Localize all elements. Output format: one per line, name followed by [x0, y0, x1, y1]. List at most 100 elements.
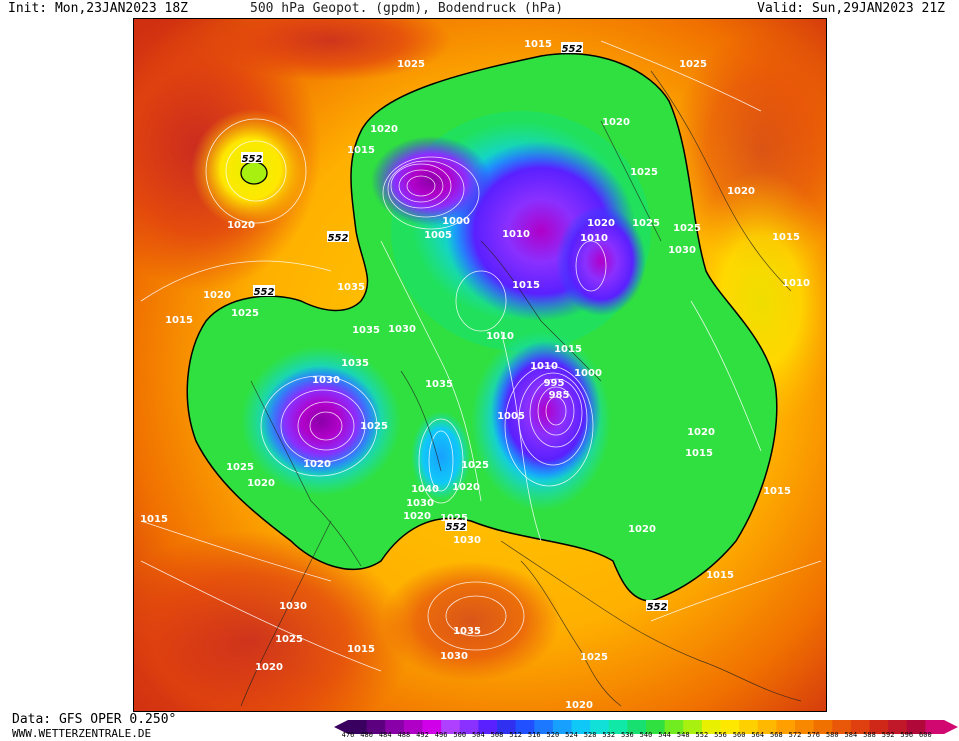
pressure-label: 1010 — [782, 278, 810, 289]
colorbar-tick: 560 — [732, 731, 746, 739]
pressure-label: 1025 — [360, 421, 388, 432]
pressure-label: 1015 — [347, 145, 375, 156]
pressure-label: 1015 — [763, 486, 791, 497]
pressure-label: 1025 — [632, 218, 660, 229]
colorbar-cell — [888, 720, 908, 734]
colorbar-cell — [683, 720, 703, 734]
colorbar-tick: 508 — [490, 731, 504, 739]
colorbar-cell — [627, 720, 647, 734]
colorbar-cell — [720, 720, 740, 734]
colorbar-cell — [739, 720, 759, 734]
pressure-label: 1030 — [312, 375, 340, 386]
colorbar-cell — [795, 720, 815, 734]
colorbar-cell — [850, 720, 870, 734]
contour-label-background — [327, 231, 349, 242]
website-label: WWW.WETTERZENTRALE.DE — [12, 727, 152, 740]
colorbar-cell — [534, 720, 554, 734]
colorbar-cell — [571, 720, 591, 734]
pressure-label: 1010 — [486, 331, 514, 342]
colorbar — [334, 720, 958, 734]
pressure-label: 1035 — [453, 626, 481, 637]
pressure-label: 1005 — [424, 230, 452, 241]
colorbar-tick: 568 — [770, 731, 783, 739]
pressure-label: 985 — [549, 390, 570, 401]
colorbar-cell — [757, 720, 777, 734]
pressure-label: 1015 — [685, 448, 713, 459]
colorbar-tick: 476 — [341, 731, 355, 739]
colorbar-cell — [813, 720, 833, 734]
data-source-label: Data: GFS OPER 0.250° — [12, 712, 177, 727]
pressure-label: 1020 — [255, 662, 283, 673]
colorbar-tick: 576 — [807, 731, 820, 739]
pressure-label: 1020 — [452, 482, 480, 493]
contour-552-label: 552 — [328, 233, 349, 244]
pressure-label: 1015 — [140, 514, 168, 525]
pressure-label: 1015 — [706, 570, 734, 581]
contour-label-background — [253, 285, 275, 296]
colorbar-cell — [832, 720, 852, 734]
contour-552-label: 552 — [254, 287, 275, 298]
colorbar-cell — [348, 720, 368, 734]
pressure-label: 1025 — [679, 59, 707, 70]
colorbar-cell — [515, 720, 535, 734]
colorbar-tick: 556 — [714, 731, 727, 739]
pressure-label: 1010 — [530, 361, 558, 372]
contour-label-background — [445, 520, 467, 531]
colorbar-tick: 584 — [844, 731, 858, 739]
pressure-label: 1025 — [231, 308, 259, 319]
colorbar-tick: 500 — [453, 731, 467, 739]
contour-552-label: 552 — [562, 44, 583, 55]
colorbar-tick: 484 — [378, 731, 392, 739]
colorbar-tick: 540 — [639, 731, 653, 739]
colorbar-tick: 532 — [602, 731, 616, 739]
contour-552-label: 552 — [242, 154, 263, 165]
pressure-label: 1020 — [587, 218, 615, 229]
init-time-label: Init: Mon,23JAN2023 18Z — [8, 1, 189, 16]
pressure-label: 1025 — [440, 513, 468, 524]
colorbar-cell — [869, 720, 889, 734]
colorbar-tick: 536 — [621, 731, 634, 739]
colorbar-cell — [441, 720, 461, 734]
pressure-label: 1025 — [673, 223, 701, 234]
pressure-label: 1025 — [226, 462, 254, 473]
colorbar-cell — [552, 720, 572, 734]
colorbar-tick: 588 — [863, 731, 876, 739]
contour-552-labels: 552 552 552 552 552 552 — [241, 42, 668, 613]
colorbar-tick: 480 — [360, 731, 373, 739]
contour-552-island — [240, 161, 268, 185]
colorbar-cell — [478, 720, 498, 734]
pressure-label: 1015 — [347, 644, 375, 655]
pressure-label: 1035 — [337, 282, 365, 293]
pressure-label: 1020 — [727, 186, 755, 197]
contour-label-background — [241, 152, 263, 163]
pressure-label: 1020 — [203, 290, 231, 301]
colorbar-tick: 552 — [695, 731, 709, 739]
pressure-label: 1020 — [687, 427, 715, 438]
pressure-label: 1015 — [772, 232, 800, 243]
pressure-label: 1010 — [580, 233, 608, 244]
contour-552-label: 552 — [647, 602, 668, 613]
colorbar-tick-labels: 476 480 484 488 492 496 500 504 508 512 516 520 524 5… — [339, 731, 935, 739]
pressure-label: 995 — [544, 378, 565, 389]
pressure-label: 1015 — [512, 280, 540, 291]
pressure-label: 1015 — [165, 315, 193, 326]
pressure-label: 1015 — [524, 39, 552, 50]
colorbar-cell — [664, 720, 684, 734]
colorbar-tick: 600 — [919, 731, 932, 739]
pressure-label: 1035 — [341, 358, 369, 369]
chart-title: 500 hPa Geopot. (gpdm), Bodendruck (hPa) — [250, 1, 564, 16]
colorbar-tick: 592 — [881, 731, 895, 739]
pressure-label: 1020 — [565, 700, 593, 711]
pressure-label: 1000 — [574, 368, 602, 379]
colorbar-right-arrow — [944, 720, 958, 734]
pressure-label: 1025 — [397, 59, 425, 70]
colorbar-cell — [459, 720, 479, 734]
pressure-label: 1015 — [554, 344, 582, 355]
colorbar-cell — [776, 720, 796, 734]
pressure-label: 1030 — [453, 535, 481, 546]
contour-label-background — [561, 42, 583, 53]
pressure-label: 1030 — [406, 498, 434, 509]
colorbar-cell — [608, 720, 628, 734]
colorbar-cell — [403, 720, 423, 734]
colorbar-tick: 488 — [397, 731, 411, 739]
